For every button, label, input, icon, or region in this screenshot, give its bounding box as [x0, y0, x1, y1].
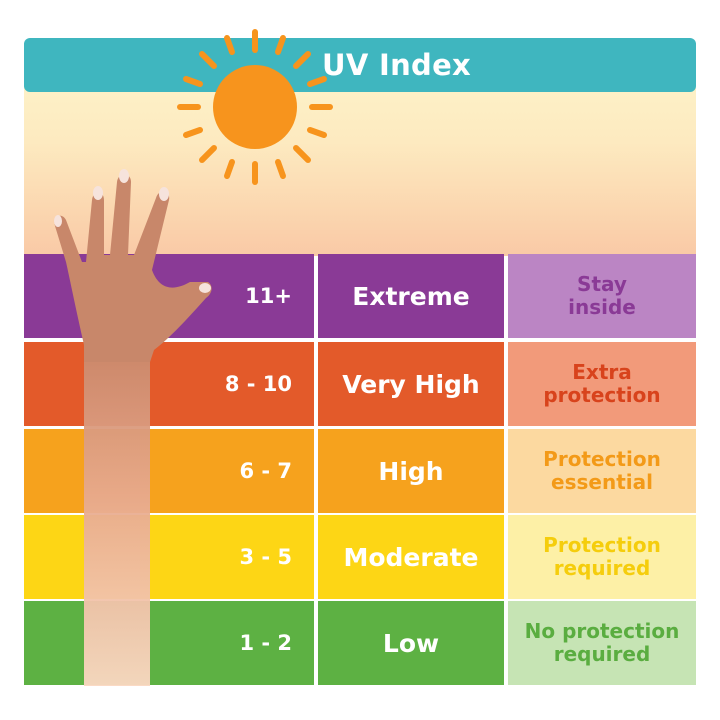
uv-advice-cell: Stay inside — [508, 254, 696, 338]
uv-row-moderate: 3 - 5 Moderate Protection required — [24, 515, 696, 599]
uv-level-cell: Low — [318, 601, 504, 685]
sky-background — [24, 66, 696, 256]
uv-level-cell: High — [318, 429, 504, 513]
uv-range-cell: 3 - 5 — [24, 515, 314, 599]
sun-icon — [177, 29, 333, 185]
uv-advice: Protection essential — [543, 447, 661, 494]
uv-level: High — [378, 456, 444, 486]
uv-advice: Extra protection — [543, 360, 661, 407]
uv-range-cell: 8 - 10 — [24, 342, 314, 426]
uv-range-cell: 1 - 2 — [24, 601, 314, 685]
uv-advice-cell: Protection essential — [508, 429, 696, 513]
uv-row-low: 1 - 2 Low No protection required — [24, 601, 696, 685]
uv-advice-cell: Extra protection — [508, 342, 696, 426]
uv-level-cell: Very High — [318, 342, 504, 426]
page-title: UV Index — [322, 48, 472, 82]
uv-range: 8 - 10 — [224, 372, 292, 396]
uv-level: Very High — [342, 369, 480, 399]
uv-row-high: 6 - 7 High Protection essential — [24, 429, 696, 513]
uv-row-very-high: 8 - 10 Very High Extra protection — [24, 342, 696, 426]
uv-level-cell: Moderate — [318, 515, 504, 599]
uv-advice: Stay inside — [568, 272, 636, 319]
uv-range: 11+ — [245, 284, 292, 308]
uv-advice: No protection required — [524, 619, 680, 666]
uv-level: Extreme — [352, 281, 470, 311]
uv-advice: Protection required — [543, 533, 661, 580]
uv-level: Low — [382, 628, 440, 658]
uv-range: 3 - 5 — [239, 545, 292, 569]
uv-level: Moderate — [343, 542, 479, 572]
uv-row-extreme: 11+ Extreme Stay inside — [24, 254, 696, 338]
uv-range: 6 - 7 — [239, 459, 292, 483]
uv-advice-cell: No protection required — [508, 601, 696, 685]
uv-range-cell: 6 - 7 — [24, 429, 314, 513]
uv-range: 1 - 2 — [239, 631, 292, 655]
uv-level-cell: Extreme — [318, 254, 504, 338]
uv-range-cell: 11+ — [24, 254, 314, 338]
uv-advice-cell: Protection required — [508, 515, 696, 599]
title-bar — [24, 38, 696, 92]
